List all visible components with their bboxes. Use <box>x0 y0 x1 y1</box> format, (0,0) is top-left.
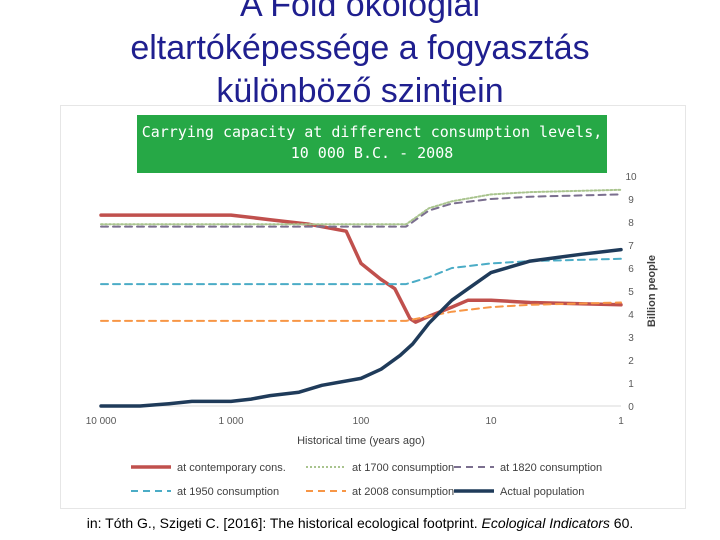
citation-prefix: in: Tóth G., Szigeti C. [2016]: The hist… <box>86 515 482 531</box>
x-tick-label: 100 <box>353 416 370 427</box>
series-line <box>99 213 623 324</box>
y-tick-label: 1 <box>628 379 634 390</box>
y-tick-label: 3 <box>628 333 634 344</box>
y-tick-label: 2 <box>628 356 634 367</box>
legend-label: Actual population <box>500 486 584 498</box>
y-tick-label: 4 <box>628 310 634 321</box>
legend-label: at 1700 consumption <box>352 462 454 474</box>
y-tick-label: 8 <box>628 218 634 229</box>
legend-label: at 1950 consumption <box>177 486 279 498</box>
citation: in: Tóth G., Szigeti C. [2016]: The hist… <box>0 515 720 531</box>
legend-label: at 1820 consumption <box>500 462 602 474</box>
x-tick-label: 10 <box>485 416 497 427</box>
y-tick-label: 10 <box>625 172 637 183</box>
series-line <box>99 247 623 408</box>
series-line <box>100 301 622 322</box>
y-tick-label: 0 <box>628 402 634 413</box>
slide-title-line-2: eltartóképessége a fogyasztás <box>130 29 590 67</box>
x-tick-label: 10 000 <box>86 416 117 427</box>
slide-title-line-1: A Föld ökológiai <box>239 0 481 24</box>
chart-banner: Carrying capacity at differenct consumpt… <box>137 115 607 173</box>
legend-label: at 2008 consumption <box>352 486 454 498</box>
x-axis-label: Historical time (years ago) <box>297 435 425 447</box>
citation-journal: Ecological Indicators <box>481 515 610 531</box>
legend-label: at contemporary cons. <box>177 462 286 474</box>
banner-line-2: 10 000 B.C. - 2008 <box>290 144 454 162</box>
slide-title-line-3: különböző szintjein <box>216 72 504 110</box>
y-tick-label: 9 <box>628 195 634 206</box>
series-line <box>100 188 622 226</box>
x-tick-label: 1 000 <box>218 416 243 427</box>
citation-suffix: 60. <box>609 515 634 531</box>
y-tick-label: 5 <box>628 287 634 298</box>
series-line <box>100 257 622 286</box>
series-line <box>100 193 622 228</box>
y-tick-label: 6 <box>628 264 634 275</box>
y-axis-label: Billion people <box>646 255 658 327</box>
chart-image: 0 1 2 3 4 5 6 7 8 9 10 Billion people 10 000 1 000 100… <box>60 105 686 509</box>
y-tick-label: 7 <box>628 241 634 252</box>
slide-title: A Föld ökológiai eltartóképessége a fogy… <box>0 0 720 113</box>
x-tick-label: 1 <box>618 416 624 427</box>
banner-line-1: Carrying capacity at differenct consumpt… <box>141 123 603 141</box>
